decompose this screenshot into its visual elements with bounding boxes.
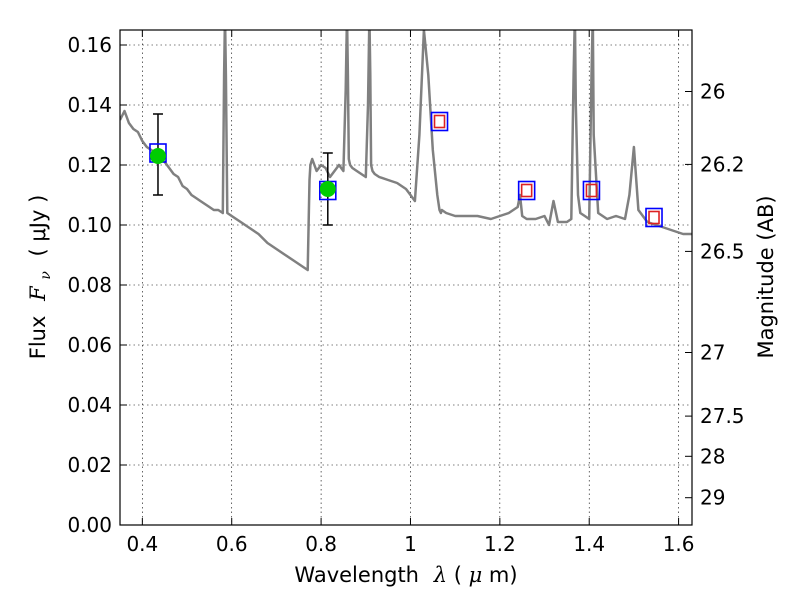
y2-tick-label: 29 [700, 486, 725, 510]
model-flux-square-red [520, 183, 533, 198]
x-tick-label: 0.4 [126, 532, 158, 556]
x-axis-label: Wavelength λ ( μ m) [294, 563, 517, 587]
y-tick-label: 0.12 [67, 153, 112, 177]
model-flux-square-blue [582, 180, 601, 201]
measured-flux-point [319, 181, 336, 197]
y2-tick-label: 26.5 [700, 239, 745, 263]
plot-frame [119, 29, 693, 526]
y2-tick-label: 27 [700, 341, 725, 365]
grid-lines [120, 30, 692, 526]
x-axis-label-unit-mu: μ [469, 563, 483, 587]
y-axis-label-prefix: Flux [26, 316, 50, 360]
x-tick-label: 1.2 [484, 532, 516, 556]
measured-flux-point [149, 148, 166, 164]
y-axis-label-unit: ( μJy ) [26, 195, 50, 257]
series-layer [120, 30, 692, 272]
x-axis-label-unit-rest: m) [489, 563, 518, 587]
axis-ticks: 0.4 0.6 0.8 1 1.2 1.4 1.6 0.00 0.02 0.04 0.06 0.08 0… [67, 30, 745, 556]
x-axis-label-symbol: λ [433, 563, 447, 587]
y-axis-label-subscript: ν [38, 271, 54, 280]
y-tick-label: 0.04 [67, 393, 112, 417]
x-tick-label: 1.4 [573, 532, 605, 556]
x-tick-label: 1 [404, 532, 417, 556]
y-tick-label: 0.00 [67, 513, 112, 537]
model-spectrum-line [120, 30, 692, 272]
model-flux-square-blue [430, 111, 449, 132]
model-flux-square-blue [517, 180, 536, 201]
y2-tick-label: 28 [700, 444, 725, 468]
y2-axis-label: Magnitude (AB) [754, 195, 778, 358]
model-flux-square-red [585, 183, 598, 198]
y-tick-label: 0.08 [67, 273, 112, 297]
y-tick-label: 0.14 [67, 93, 112, 117]
y-tick-label: 0.02 [67, 453, 112, 477]
x-tick-label: 0.6 [216, 532, 248, 556]
y2-tick-label: 27.5 [700, 404, 745, 428]
y-axis-label: Flux F ν ( μJy ) [26, 195, 55, 360]
markers-layer [149, 111, 663, 228]
model-flux-square-red [648, 210, 660, 225]
x-axis-label-unit-open: ( [454, 563, 462, 587]
x-tick-label: 0.8 [305, 532, 337, 556]
y-tick-label: 0.10 [67, 213, 112, 237]
model-flux-square-blue [645, 207, 663, 228]
y-tick-label: 0.16 [67, 33, 112, 57]
y2-tick-label: 26 [700, 80, 725, 104]
y2-tick-label: 26.2 [700, 152, 745, 176]
x-tick-label: 1.6 [663, 532, 695, 556]
x-axis-label-prefix: Wavelength [294, 563, 419, 587]
y-axis-label-symbol: F [26, 285, 50, 302]
model-flux-square-red [433, 114, 446, 129]
y-tick-label: 0.06 [67, 333, 112, 357]
